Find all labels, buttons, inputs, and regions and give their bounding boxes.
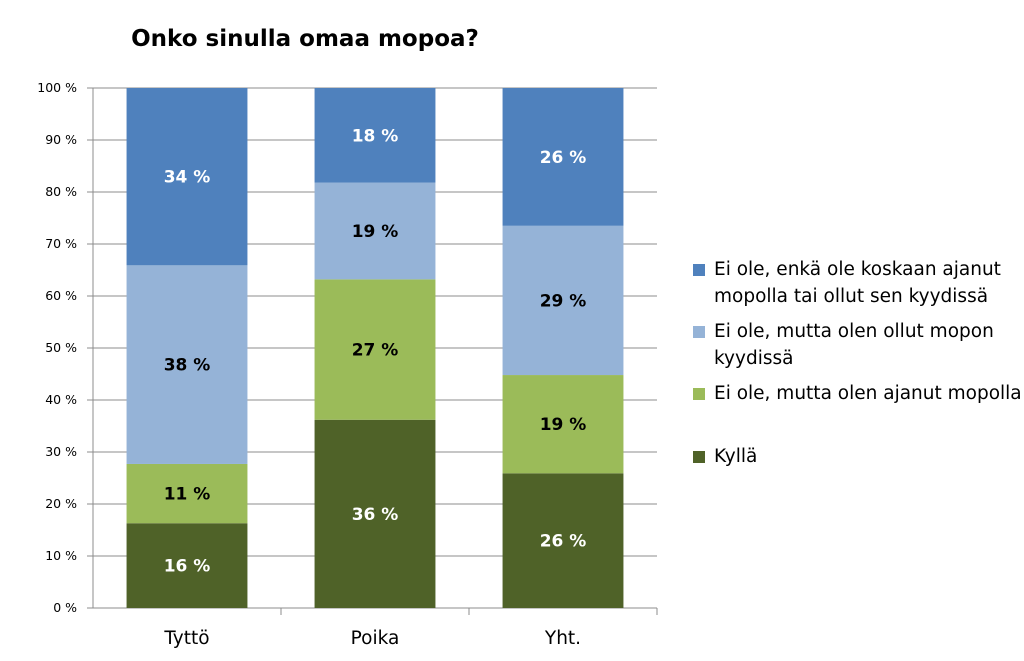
y-tick-label: 70 % [45,236,77,251]
x-tick-label: Poika [351,628,400,649]
data-label: 18 % [352,126,399,146]
legend-label-driven: Ei ole, mutta olen ajanut mopolla [714,383,1022,404]
bar-segment [314,88,436,183]
bar-segment [502,88,624,226]
bar-segment [314,182,436,280]
data-label: 27 % [352,341,399,361]
y-tick-label: 40 % [45,392,77,407]
data-label: 11 % [164,485,211,505]
legend-swatch-yes [693,451,705,463]
legend-item-passenger: Ei ole, mutta olen ollut mopon kyydissä [693,318,1023,372]
y-tick-label: 90 % [45,132,77,147]
data-label: 19 % [352,222,399,242]
y-tick-label: 80 % [45,184,77,199]
data-label: 38 % [164,356,211,376]
bar-segment [126,88,248,266]
y-tick-label: 100 % [37,80,77,95]
legend-item-never: Ei ole, enkä ole koskaan ajanut mopolla … [693,256,1023,310]
x-tick-label: Yht. [544,628,581,649]
x-tick-label: Tyttö [163,628,209,649]
chart-title: Onko sinulla omaa mopoa? [131,26,479,52]
y-tick-label: 60 % [45,288,77,303]
bar-segment [502,473,624,608]
bar-segment [502,375,624,474]
bar-segment [126,523,248,608]
legend-label-yes: Kyllä [714,446,758,467]
data-label: 16 % [164,557,211,577]
legend-label-never: Ei ole, enkä ole koskaan ajanut mopolla … [714,259,1001,307]
y-tick-label: 0 % [53,600,77,615]
bar-segment [314,279,436,420]
legend-swatch-driven [693,388,705,400]
y-tick-label: 20 % [45,496,77,511]
legend-label-passenger: Ei ole, mutta olen ollut mopon kyydissä [714,321,994,369]
legend-item-driven: Ei ole, mutta olen ajanut mopolla [693,380,1022,407]
legend-item-yes: Kyllä [693,443,757,470]
legend-swatch-passenger [693,326,705,338]
data-label: 36 % [352,505,399,525]
data-label: 34 % [164,168,211,188]
bar-segment [126,265,248,464]
data-label: 29 % [540,291,587,311]
bar-segment [314,419,436,608]
data-label: 26 % [540,148,587,168]
bar-segment [126,463,248,524]
data-label: 26 % [540,532,587,552]
bar-segment [502,225,624,376]
legend-swatch-never [693,264,705,276]
data-label: 19 % [540,415,587,435]
y-tick-label: 50 % [45,340,77,355]
y-tick-label: 30 % [45,444,77,459]
y-tick-label: 10 % [45,548,77,563]
